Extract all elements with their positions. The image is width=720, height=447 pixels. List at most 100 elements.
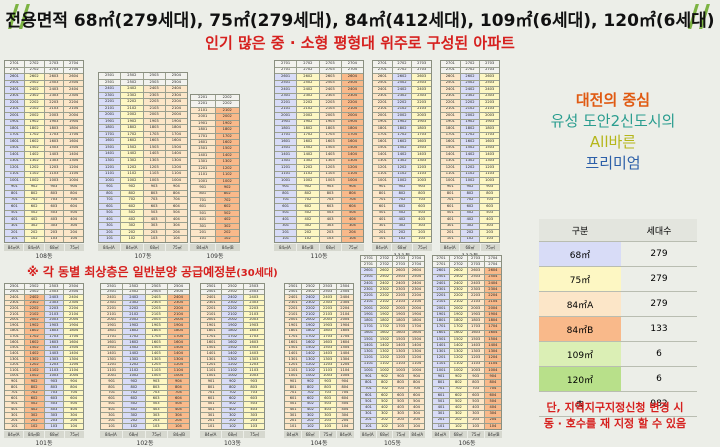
unit-cell: 2203 bbox=[393, 293, 408, 299]
unit-type-label: 75㎡ bbox=[467, 431, 485, 438]
unit-cell: 604 bbox=[484, 392, 501, 398]
unit-cell: 2503 bbox=[412, 80, 431, 86]
unit-cell: 2702 bbox=[377, 262, 392, 268]
unit-type-label: 68㎡ bbox=[392, 244, 412, 251]
unit-cell: 902 bbox=[24, 379, 44, 385]
unit-cell: 1204 bbox=[336, 362, 353, 368]
unit-cell: 2704 bbox=[341, 67, 363, 73]
unit-cell: 103 bbox=[44, 236, 64, 242]
unit-cell: 1502 bbox=[297, 145, 319, 151]
unit-cell: 1704 bbox=[64, 334, 83, 340]
unit-cell: 1704 bbox=[167, 334, 189, 340]
unit-cell: 2504 bbox=[165, 73, 187, 79]
unit-cell: 801 bbox=[373, 191, 392, 197]
unit-cell: 1801 bbox=[201, 328, 222, 334]
unit-cell: 2101 bbox=[361, 299, 376, 305]
unit-cell: 2201 bbox=[275, 100, 297, 106]
unit-cell: 1404 bbox=[167, 351, 189, 356]
unit-cell: 2203 bbox=[243, 306, 264, 312]
unit-cell: 1403 bbox=[44, 152, 64, 158]
unit-cell: 202 bbox=[450, 417, 467, 423]
unit-cell: 2704 bbox=[64, 67, 83, 73]
unit-cell: 2102 bbox=[460, 106, 480, 112]
unit-cell: 2103 bbox=[467, 299, 484, 305]
unit-type-label: 68㎡ bbox=[376, 431, 392, 438]
unit-type-label: 68㎡ bbox=[449, 431, 467, 438]
unit-cell: 704 bbox=[167, 390, 189, 396]
unit-cell: 2502 bbox=[450, 274, 467, 280]
unit-cell: 2501 bbox=[99, 79, 121, 86]
unit-cell: 1003 bbox=[319, 373, 336, 379]
unit-cell: 2102 bbox=[392, 106, 412, 112]
unit-cell: 2303 bbox=[480, 93, 499, 99]
unit-cell: 702 bbox=[460, 197, 480, 203]
unit-cell: 2404 bbox=[64, 87, 83, 93]
footnote-line-2: 동 · 호수를 재 지정 할 수 있음 bbox=[543, 417, 687, 430]
unit-cell: 2001 bbox=[275, 113, 297, 119]
unit-cell: 2103 bbox=[319, 312, 336, 317]
unit-cell: 1701 bbox=[101, 334, 123, 340]
unit-cell: 302 bbox=[460, 223, 480, 229]
promo-block: 대전의 중심 유성 도안2신도시의 All바른 프리미엄 bbox=[528, 90, 698, 174]
unit-cell: 1602 bbox=[222, 340, 243, 345]
unit-cell: 1501 bbox=[99, 144, 121, 151]
unit-cell: 1503 bbox=[319, 145, 341, 151]
building-name: 110동 bbox=[310, 253, 328, 260]
unit-cell: 1101 bbox=[5, 171, 24, 177]
unit-type-cell: 68㎡ bbox=[539, 241, 621, 267]
unit-type-label: 84㎡A bbox=[432, 431, 449, 438]
unit-cell: 103 bbox=[145, 424, 167, 429]
unit-cell: 1902 bbox=[123, 323, 145, 328]
unit-cell: 2402 bbox=[24, 295, 44, 300]
unit-cell: 1002 bbox=[215, 178, 239, 185]
unit-cell: 1103 bbox=[243, 368, 264, 373]
unit-cell: 1004 bbox=[165, 177, 187, 184]
unit-cell: 2204 bbox=[167, 306, 189, 312]
unit-cell: 1604 bbox=[409, 330, 424, 336]
unit-type-label: 84㎡B bbox=[215, 244, 240, 251]
unit-cell: 2402 bbox=[392, 87, 412, 93]
unit-cell: 102 bbox=[450, 423, 467, 429]
unit-cell: 102 bbox=[121, 236, 143, 242]
unit-cell: 1401 bbox=[275, 152, 297, 158]
unit-cell: 1501 bbox=[373, 145, 392, 151]
unit-cell: 1402 bbox=[121, 151, 143, 157]
unit-cell: 901 bbox=[433, 374, 450, 380]
unit-cell: 2103 bbox=[480, 106, 499, 112]
unit-cell: 503 bbox=[467, 398, 484, 405]
unit-cell: 102 bbox=[460, 236, 480, 242]
unit-cell: 502 bbox=[377, 398, 392, 405]
unit-cell: 401 bbox=[201, 407, 222, 413]
unit-cell: 1003 bbox=[467, 367, 484, 374]
unit-cell: 204 bbox=[341, 230, 363, 236]
unit-cell: 102 bbox=[222, 424, 243, 429]
unit-cell: 903 bbox=[412, 184, 431, 190]
unit-cell: 904 bbox=[64, 184, 83, 190]
unit-cell: 602 bbox=[392, 204, 412, 210]
unit-cell: 603 bbox=[319, 204, 341, 210]
unit-cell: 2401 bbox=[441, 87, 460, 93]
unit-cell: 2001 bbox=[433, 305, 450, 311]
unit-cell: 1601 bbox=[101, 340, 123, 345]
unit-cell: 1704 bbox=[336, 334, 353, 340]
unit-cell: 702 bbox=[450, 386, 467, 392]
unit-cell: 1903 bbox=[393, 311, 408, 318]
unit-cell: 1302 bbox=[302, 356, 319, 362]
unit-cell: 901 bbox=[191, 185, 215, 191]
unit-cell: 803 bbox=[319, 191, 341, 197]
unit-cell: 1003 bbox=[143, 177, 165, 184]
unit-cell: 501 bbox=[285, 401, 302, 407]
unit-cell: 2602 bbox=[297, 74, 319, 80]
unit-cell: 1304 bbox=[64, 158, 83, 164]
unit-cell: 2503 bbox=[393, 274, 408, 280]
unit-cell: 1402 bbox=[377, 343, 392, 349]
unit-cell: 2103 bbox=[319, 106, 341, 112]
unit-cell: 1802 bbox=[123, 328, 145, 334]
unit-cell: 2301 bbox=[201, 300, 222, 306]
unit-cell: 501 bbox=[361, 398, 376, 405]
unit-cell: 1004 bbox=[64, 373, 83, 379]
unit-cell: 2002 bbox=[297, 113, 319, 119]
unit-cell: 202 bbox=[215, 230, 239, 236]
building-plan: 2501 2502 2503 2504 2501 2502 2503 2504 2401 2402… bbox=[4, 283, 84, 447]
unit-cell: 403 bbox=[145, 407, 167, 413]
